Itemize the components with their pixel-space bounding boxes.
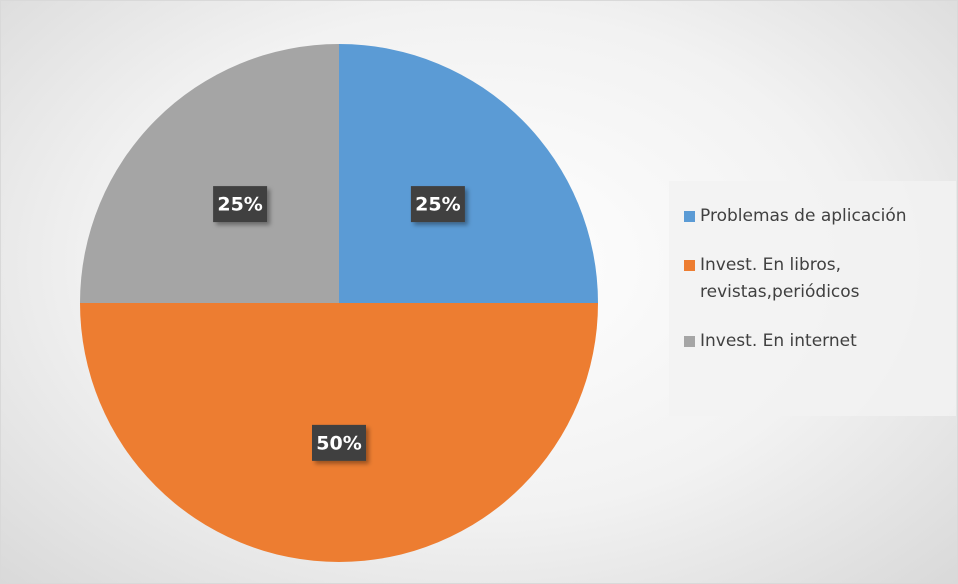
pie-slice <box>339 44 598 303</box>
pie-slice <box>80 44 339 303</box>
legend: Problemas de aplicación Invest. En libros… <box>669 181 956 416</box>
data-label-text: 50% <box>316 432 361 454</box>
legend-swatch <box>684 211 695 222</box>
data-label: 50% <box>312 424 366 461</box>
data-label-box <box>312 424 366 461</box>
legend-text: Invest. En libros, revistas,periódicos <box>700 255 860 302</box>
data-label-box <box>410 186 465 223</box>
data-label: 25% <box>213 186 268 223</box>
data-label-text: 25% <box>217 194 262 216</box>
legend-item: Invest. En libros, revistas,periódicos <box>684 252 956 306</box>
data-label: 25% <box>410 186 465 223</box>
legend-swatch <box>684 260 695 271</box>
legend-text: Invest. En internet <box>700 331 857 351</box>
legend-item: Invest. En internet <box>684 328 956 355</box>
data-label-box <box>213 186 268 223</box>
legend-text: Problemas de aplicación <box>700 206 907 226</box>
data-label-text: 25% <box>415 194 460 216</box>
legend-swatch <box>684 336 695 347</box>
legend-item: Problemas de aplicación <box>684 203 956 230</box>
